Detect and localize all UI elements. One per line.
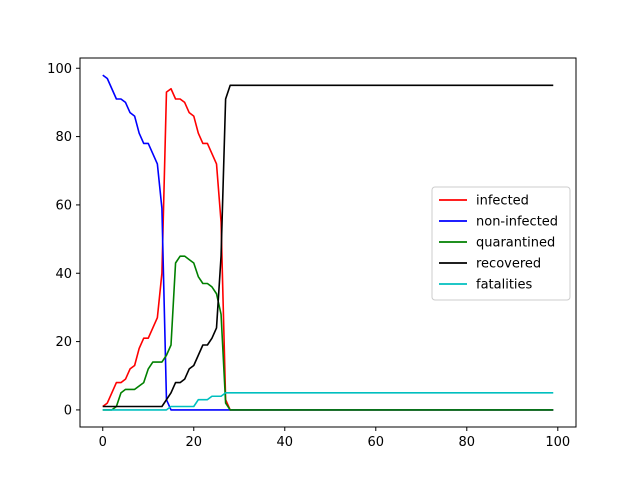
x-tick-label: 60	[368, 435, 385, 450]
y-tick-label: 100	[47, 62, 72, 77]
legend-box	[431, 186, 571, 301]
series-layer	[102, 74, 554, 411]
x-tick-label: 0	[99, 435, 107, 450]
series-line-recovered	[102, 84, 554, 408]
x-axis: 0 20 40 60 80 100	[99, 427, 570, 450]
legend: infected non-infected quarantined recovered…	[431, 186, 571, 301]
y-tick-label: 80	[55, 130, 72, 145]
legend-label-infected: infected	[476, 194, 529, 209]
x-tick-label: 80	[459, 435, 476, 450]
series-line-fatalities	[102, 392, 554, 411]
y-tick-label: 60	[55, 198, 72, 213]
series-line-non-infected	[102, 74, 554, 411]
legend-label-non-infected: non-infected	[476, 215, 558, 230]
x-tick-label: 20	[185, 435, 202, 450]
x-tick-label: 100	[545, 435, 570, 450]
x-tick-label: 40	[276, 435, 293, 450]
y-tick-label: 20	[55, 335, 72, 350]
legend-label-recovered: recovered	[476, 257, 541, 272]
y-tick-label: 0	[64, 403, 72, 418]
legend-label-quarantined: quarantined	[476, 236, 555, 251]
axes-frame	[79, 57, 577, 428]
series-line-quarantined	[102, 255, 554, 411]
y-tick-label: 40	[55, 267, 72, 282]
series-line-infected	[102, 87, 554, 411]
y-axis: 0 20 40 60 80 100	[47, 62, 80, 418]
legend-label-fatalities: fatalities	[476, 278, 533, 293]
